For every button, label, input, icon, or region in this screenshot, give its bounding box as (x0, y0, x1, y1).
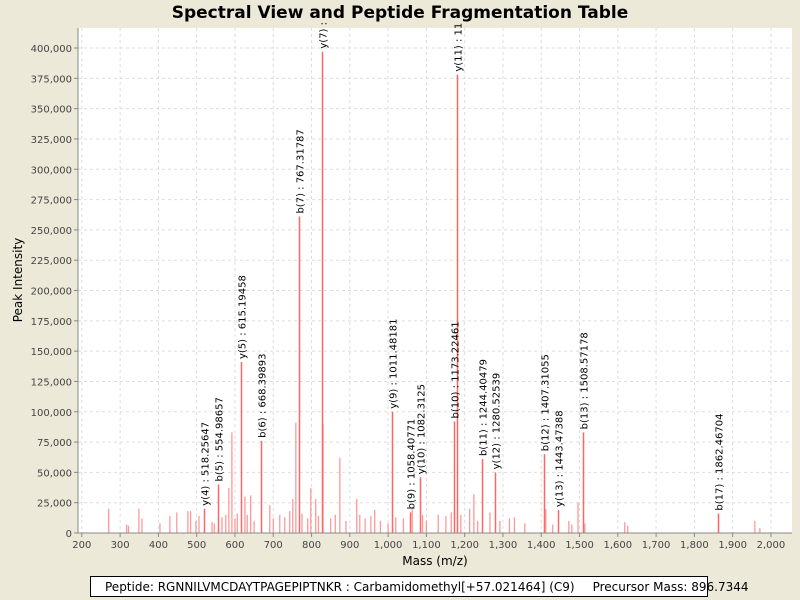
x-tick-label: 300 (111, 540, 130, 551)
y-tick-label: 0 (66, 529, 72, 540)
peptide-legend: Peptide: RGNNILVMCDAYTPAGEPIPTNKR : Carb… (90, 576, 748, 597)
y-tick-label: 400,000 (31, 44, 72, 55)
y-tick-label: 225,000 (31, 256, 72, 267)
y-tick-label: 25,000 (37, 499, 72, 510)
peak-label: b(13) : 1508.57178 (580, 332, 591, 429)
y-tick-label: 200,000 (31, 287, 72, 298)
x-tick-label: 800 (302, 540, 321, 551)
x-tick-label: 1,800 (680, 540, 709, 551)
y-tick-label: 275,000 (31, 196, 72, 207)
x-tick-label: 1,300 (489, 540, 518, 551)
x-tick-label: 1,700 (642, 540, 671, 551)
y-tick-label: 350,000 (31, 105, 72, 116)
peak-label: y(5) : 615.19458 (238, 275, 249, 359)
plot-area (78, 28, 792, 533)
peak-label: b(12) : 1407.31055 (541, 354, 552, 451)
peaks (107, 51, 761, 533)
grid (78, 28, 792, 534)
peak-label: b(17) : 1862.46704 (715, 414, 726, 511)
peak-label: b(5) : 554.98657 (215, 397, 226, 481)
x-tick-label: 400 (149, 540, 168, 551)
peak-label: y(9) : 1011.48181 (389, 319, 400, 409)
x-tick-label: 900 (340, 540, 359, 551)
x-tick-label: 1,100 (412, 540, 441, 551)
peak-label: b(7) : 767.31787 (296, 129, 307, 213)
peak-label: b(6) : 668.39893 (258, 354, 269, 438)
y-tick-label: 125,000 (31, 377, 72, 388)
y-tick-label: 150,000 (31, 347, 72, 358)
x-tick-label: 1,500 (565, 540, 594, 551)
peak-label: y(11) : 11 (454, 23, 465, 72)
x-tick-label: 2,000 (757, 540, 786, 551)
y-tick-label: 100,000 (31, 408, 72, 419)
x-tick-label: 1,600 (603, 540, 632, 551)
peak-label: b(9) : 1058.40771 (407, 419, 418, 510)
y-tick-label: 375,000 (31, 74, 72, 85)
peak-label: y(10) : 1082.3125 (417, 384, 428, 474)
peak-label: y(7) : (319, 22, 330, 49)
x-axis-label: Mass (m/z) (402, 554, 467, 568)
chart-title: Spectral View and Peptide Fragmentation … (171, 3, 629, 23)
peak-label: b(10) : 1173.22461 (451, 321, 462, 418)
x-tick-label: 600 (225, 540, 244, 551)
x-tick-label: 500 (187, 540, 206, 551)
peak-labels: y(4) : 518.25647 b(5) : 554.98657 y(5) : 6… (201, 22, 726, 511)
x-tick-label: 1,200 (450, 540, 479, 551)
y-tick-label: 325,000 (31, 135, 72, 146)
peak-label: b(11) : 1244.40479 (479, 359, 490, 456)
peak-label: y(13) : 1443.47388 (555, 410, 566, 507)
y-tick-label: 250,000 (31, 226, 72, 237)
peak-label: y(4) : 518.25647 (201, 422, 212, 506)
peptide-sequence: Peptide: RGNNILVMCDAYTPAGEPIPTNKR : Carb… (105, 580, 575, 594)
y-tick-label: 175,000 (31, 317, 72, 328)
x-tick-label: 1,000 (374, 540, 403, 551)
axes: 200 300 400 500 600 700 800 900 1,000 1,100 1,200 1… (31, 28, 792, 551)
y-tick-label: 50,000 (37, 468, 72, 479)
x-tick-label: 200 (72, 540, 91, 551)
y-tick-label: 300,000 (31, 165, 72, 176)
x-tick-label: 700 (264, 540, 283, 551)
y-tick-label: 75,000 (37, 438, 72, 449)
x-tick-label: 1,900 (718, 540, 747, 551)
y-axis-label: Peak Intensity (11, 238, 25, 323)
precursor-mass: Precursor Mass: 896.7344 (592, 580, 749, 594)
x-tick-label: 1,400 (527, 540, 556, 551)
peak-label: y(12) : 1280.52539 (492, 373, 503, 470)
